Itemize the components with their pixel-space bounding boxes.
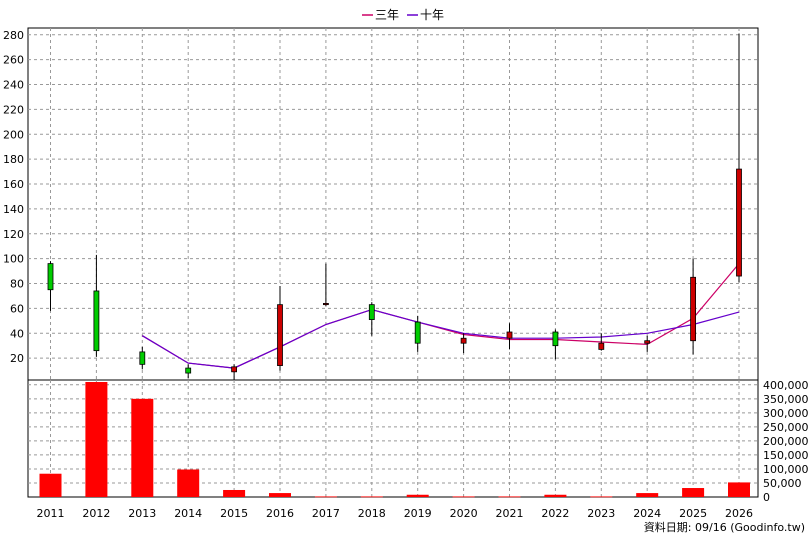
x-tick-label: 2019 bbox=[404, 507, 432, 520]
candle-body bbox=[277, 304, 283, 366]
volume-bar bbox=[636, 493, 659, 497]
candle-body bbox=[644, 340, 651, 344]
x-tick-label: 2014 bbox=[174, 507, 202, 520]
volume-bar bbox=[223, 489, 246, 497]
volume-bar bbox=[590, 496, 613, 498]
x-axis: 2011 2012 2013 2014 2015 2016 2017 2018 2019 2020… bbox=[37, 507, 754, 520]
x-tick-label: 2012 bbox=[82, 507, 110, 520]
volume-tick-label: 100,000 bbox=[763, 463, 808, 476]
volume-tick-label: 0 bbox=[763, 491, 770, 504]
legend-label: 三年 bbox=[375, 8, 399, 22]
volume-tick-label: 400,000 bbox=[763, 379, 808, 392]
x-tick-label: 2017 bbox=[312, 507, 340, 520]
x-tick-label: 2025 bbox=[679, 507, 707, 520]
price-panel: 20 40 60 80 100 120 140 160 180 200 220 240 260 280 bbox=[3, 27, 759, 381]
volume-bar bbox=[498, 496, 521, 498]
x-tick-label: 2022 bbox=[541, 507, 569, 520]
candle-body bbox=[185, 367, 192, 374]
x-tick-label: 2015 bbox=[220, 507, 248, 520]
price-tick-label: 120 bbox=[3, 228, 24, 241]
volume-bar bbox=[314, 496, 337, 498]
price-tick-label: 220 bbox=[3, 103, 24, 116]
volume-bar bbox=[39, 473, 62, 497]
volume-tick-label: 250,000 bbox=[763, 421, 808, 434]
volume-tick-label: 200,000 bbox=[763, 435, 808, 448]
x-tick-label: 2026 bbox=[725, 507, 753, 520]
candle-body bbox=[414, 321, 421, 344]
x-tick-label: 2021 bbox=[496, 507, 524, 520]
price-plot-area bbox=[27, 27, 759, 381]
volume-bar bbox=[544, 494, 567, 497]
candle-body bbox=[368, 304, 375, 320]
x-tick-label: 2018 bbox=[358, 507, 386, 520]
candle-body bbox=[47, 263, 54, 291]
candle-body bbox=[690, 276, 696, 342]
legend: 三年 十年 bbox=[362, 8, 444, 22]
x-tick-label: 2011 bbox=[37, 507, 65, 520]
price-tick-label: 160 bbox=[3, 178, 24, 191]
price-tick-label: 100 bbox=[3, 253, 24, 266]
candle-body bbox=[598, 342, 605, 350]
price-tick-label: 260 bbox=[3, 54, 24, 67]
price-tick-label: 60 bbox=[10, 302, 24, 315]
x-tick-label: 2024 bbox=[633, 507, 661, 520]
x-tick-label: 2020 bbox=[450, 507, 478, 520]
volume-tick-label: 350,000 bbox=[763, 393, 808, 406]
volume-bar bbox=[406, 494, 429, 497]
candle-body bbox=[736, 168, 742, 277]
data-date-footer: 資料日期: 09/16 (Goodinfo.tw) bbox=[644, 520, 805, 534]
volume-bar bbox=[131, 398, 154, 497]
volume-bar bbox=[452, 496, 475, 498]
legend-label: 十年 bbox=[420, 8, 444, 22]
x-tick-label: 2013 bbox=[128, 507, 156, 520]
volume-bar bbox=[682, 488, 705, 497]
price-tick-label: 20 bbox=[10, 352, 24, 365]
volume-tick-label: 300,000 bbox=[763, 407, 808, 420]
candle-body bbox=[460, 337, 467, 344]
price-tick-label: 200 bbox=[3, 128, 24, 141]
price-tick-label: 80 bbox=[10, 278, 24, 291]
volume-bar bbox=[177, 469, 200, 497]
candle-body bbox=[93, 290, 100, 352]
volume-bar bbox=[728, 482, 750, 497]
x-tick-label: 2016 bbox=[266, 507, 294, 520]
volume-bar bbox=[85, 382, 108, 497]
volume-tick-label: 50,000 bbox=[763, 477, 802, 490]
price-tick-label: 140 bbox=[3, 203, 24, 216]
candle-body bbox=[231, 366, 238, 373]
volume-tick-label: 150,000 bbox=[763, 449, 808, 462]
price-tick-label: 180 bbox=[3, 153, 24, 166]
price-tick-label: 280 bbox=[3, 29, 24, 42]
price-tick-label: 40 bbox=[10, 327, 24, 340]
candle-body bbox=[322, 303, 329, 306]
volume-panel: 050,000100,000150,000200,000250,000300,0… bbox=[27, 379, 808, 504]
volume-bar bbox=[360, 496, 383, 498]
candle-body bbox=[552, 331, 559, 347]
volume-bar bbox=[269, 493, 291, 497]
ma-line-十年 bbox=[141, 308, 740, 369]
candle-body bbox=[506, 331, 513, 339]
x-tick-label: 2023 bbox=[587, 507, 615, 520]
candle-body bbox=[139, 351, 146, 365]
price-tick-label: 240 bbox=[3, 79, 24, 92]
